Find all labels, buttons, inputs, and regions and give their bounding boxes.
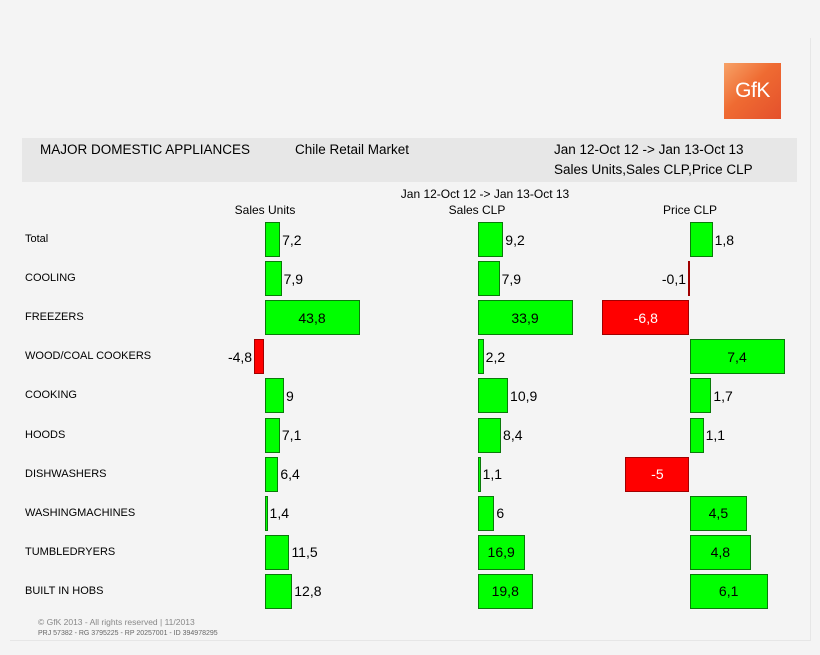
data-label: 7,4 [727,348,747,365]
data-label: 4,5 [708,505,729,522]
bar [689,378,712,414]
bar [689,573,768,609]
bar [264,378,285,414]
category-label: COOKING [25,389,77,402]
data-label: 7,9 [283,270,304,287]
bar [264,300,360,336]
data-label: 9,2 [505,231,525,248]
bar [477,417,502,453]
data-label: 16,9 [487,544,515,561]
data-label: 33,9 [511,309,539,326]
data-label: -0,1 [661,270,686,287]
data-label: 43,8 [298,309,326,326]
bar [477,456,481,492]
bar [264,534,290,570]
bar [254,339,265,375]
category-label: WASHINGMACHINES [25,506,136,519]
data-label: 4,8 [710,544,731,561]
data-label: 1,1 [705,427,726,443]
bar [477,534,525,570]
data-label: 7,9 [501,270,522,287]
data-label: 10,9 [510,387,538,404]
header-measures: Sales Units,Sales CLP,Price CLP [554,162,753,177]
bar [477,573,533,609]
gfk-logo: GfK [724,63,781,119]
bar [689,339,785,375]
bar [625,456,690,492]
header-title: MAJOR DOMESTIC APPLIANCES [40,142,251,157]
bar [264,222,281,257]
header-market: Chile Retail Market [295,142,410,157]
category-label: FREEZERS [25,311,84,324]
column-header-sales-units: Sales Units [234,203,296,217]
footer-ids: PRJ 57382 - RG 3795225 - RP 20257001 - I… [38,630,218,637]
bar [602,300,690,336]
category-label: HOODS [25,428,66,441]
data-label: 9 [286,387,294,404]
data-label: 7,1 [281,427,302,443]
data-label: 6 [496,505,505,522]
category-label: Total [25,233,49,245]
data-label: 2,2 [485,348,506,365]
header-band [22,138,797,182]
data-label: 1,8 [714,231,735,248]
data-label: 12,8 [294,583,322,600]
bar [264,495,268,531]
category-label: BUILT IN HOBS [25,584,104,597]
category-label: TUMBLEDRYERS [25,545,116,558]
data-label: 6,1 [718,583,739,600]
bar [689,417,704,453]
bar [689,495,748,531]
bar [264,573,293,609]
column-header-price-clp: Price CLP [662,203,718,217]
category-label: COOLING [25,272,76,285]
bar [689,534,752,570]
data-label: 19,8 [491,583,519,600]
bar [264,456,279,492]
data-label: 8,4 [503,427,523,443]
bar [477,339,484,375]
footer-copyright: © GfK 2013 - All rights reserved | 11/20… [38,617,195,627]
data-label: 6,4 [280,466,300,483]
category-label: DISHWASHERS [25,467,107,480]
data-label: 1,7 [713,387,733,404]
data-label: -4,8 [227,348,253,365]
data-label: 7,2 [282,231,302,248]
data-label: 1,4 [269,505,289,522]
data-label: 11,5 [291,544,318,561]
header-period: Jan 12-Oct 12 -> Jan 13-Oct 13 [554,142,744,157]
bar [477,495,495,531]
bar [264,417,280,453]
column-period-label: Jan 12-Oct 12 -> Jan 13-Oct 13 [400,187,570,201]
bar [688,261,690,297]
data-label: 1,1 [482,466,503,483]
bar [477,261,500,297]
bar [264,261,282,297]
bar [689,222,713,257]
category-label: WOOD/COAL COOKERS [25,350,152,363]
data-label: -5 [651,466,664,483]
data-label: -6,8 [633,309,658,326]
bar [477,378,509,414]
bar [477,300,573,336]
column-header-sales-clp: Sales CLP [448,203,506,217]
bar [477,222,504,257]
